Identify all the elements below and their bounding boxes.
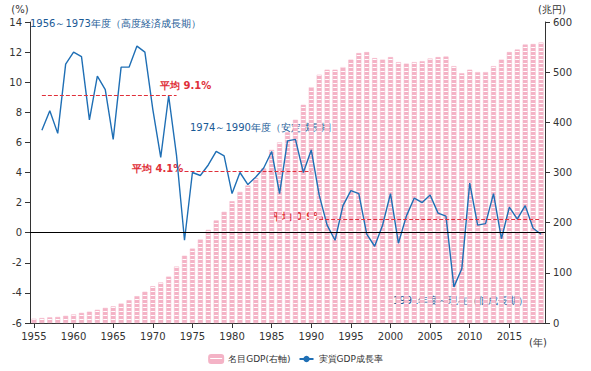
svg-text:6: 6: [16, 137, 22, 148]
svg-text:2: 2: [16, 197, 22, 208]
svg-text:8: 8: [16, 107, 22, 118]
svg-text:2015: 2015: [497, 331, 522, 342]
svg-text:実質GDP成長率: 実質GDP成長率: [319, 354, 383, 364]
svg-text:-2: -2: [12, 257, 22, 268]
svg-text:500: 500: [553, 67, 572, 78]
svg-text:-6: -6: [12, 318, 22, 329]
svg-text:-4: -4: [12, 287, 22, 298]
svg-text:300: 300: [553, 167, 572, 178]
svg-text:(兆円): (兆円): [538, 4, 566, 15]
svg-text:(年): (年): [529, 337, 547, 348]
svg-text:2000: 2000: [378, 331, 403, 342]
svg-text:1975: 1975: [180, 331, 205, 342]
svg-text:400: 400: [553, 117, 572, 128]
svg-text:1990: 1990: [299, 331, 324, 342]
svg-text:1980: 1980: [219, 331, 244, 342]
svg-text:100: 100: [553, 267, 572, 278]
svg-text:14: 14: [9, 17, 22, 28]
svg-text:平均 9.1%: 平均 9.1%: [159, 80, 211, 91]
svg-text:4: 4: [16, 167, 22, 178]
svg-text:0: 0: [16, 227, 22, 238]
svg-text:10: 10: [9, 77, 22, 88]
svg-text:2010: 2010: [457, 331, 482, 342]
svg-text:1985: 1985: [259, 331, 284, 342]
svg-text:平均 4.1%: 平均 4.1%: [131, 163, 183, 174]
svg-text:1956～1973年度（高度経済成長期）: 1956～1973年度（高度経済成長期）: [30, 18, 201, 29]
svg-text:(%): (%): [11, 4, 28, 15]
svg-text:200: 200: [553, 217, 572, 228]
svg-text:1970: 1970: [140, 331, 165, 342]
svg-text:1965: 1965: [100, 331, 125, 342]
svg-text:2005: 2005: [417, 331, 442, 342]
svg-text:600: 600: [553, 17, 572, 28]
svg-text:0: 0: [553, 318, 559, 329]
svg-text:1960: 1960: [61, 331, 86, 342]
svg-text:12: 12: [9, 47, 22, 58]
svg-text:名目GDP(右軸): 名目GDP(右軸): [228, 354, 290, 364]
svg-text:1995: 1995: [338, 331, 363, 342]
svg-text:1955: 1955: [21, 331, 46, 342]
svg-text:1974～1990年度（安定成長期）: 1974～1990年度（安定成長期）: [190, 121, 341, 133]
